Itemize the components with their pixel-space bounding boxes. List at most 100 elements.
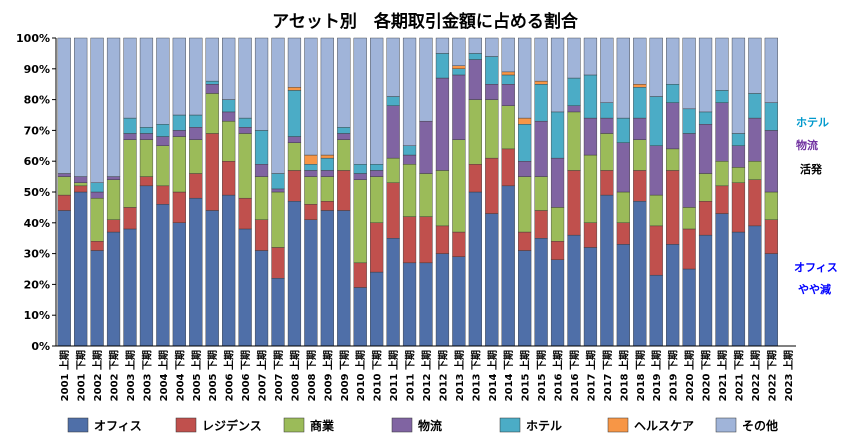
- bar-segment: [600, 102, 614, 119]
- bar-segment: [600, 117, 614, 134]
- legend-label: その他: [742, 418, 778, 433]
- y-tick-label: 90%: [24, 63, 50, 76]
- bar-segment: [666, 102, 680, 150]
- bar-segment: [386, 182, 400, 239]
- bar-segment: [550, 241, 565, 260]
- bar-segment: [666, 148, 680, 171]
- bar-segment: [370, 176, 384, 224]
- bar-segment: [419, 120, 433, 174]
- bar-segment: [764, 219, 778, 254]
- bar-segment: [583, 247, 598, 347]
- y-tick-label: 100%: [16, 32, 50, 45]
- bar-segment: [337, 210, 351, 347]
- x-tick-label: 2010 下期: [371, 350, 384, 401]
- bar-segment: [764, 253, 778, 347]
- bar-segment: [156, 124, 170, 137]
- bar-segment: [682, 207, 696, 230]
- bar-segment: [485, 56, 499, 85]
- bar-segment: [698, 234, 713, 347]
- bar-segment: [402, 154, 417, 165]
- bar-segment: [567, 105, 581, 113]
- bar-segment: [386, 105, 400, 159]
- x-tick-label: 2016 上期: [552, 350, 565, 401]
- bar-segment: [616, 117, 630, 143]
- bar-segment: [633, 83, 647, 88]
- bar-segment: [435, 53, 450, 79]
- bar-segment: [90, 182, 104, 193]
- bar-segment: [238, 37, 252, 119]
- bar-segment: [518, 231, 532, 251]
- legend-swatch: [283, 417, 305, 433]
- x-tick-label: 2012 下期: [436, 350, 449, 401]
- bar-segment: [123, 139, 137, 208]
- bar-segment: [435, 77, 450, 171]
- bars-group: [57, 37, 778, 347]
- x-tick-label: 2007 下期: [272, 350, 285, 401]
- bar-segment: [501, 71, 515, 76]
- bar-segment: [304, 164, 318, 171]
- bar-segment: [353, 179, 367, 264]
- legend-swatch: [499, 417, 521, 433]
- x-tick-label: 2003 上期: [124, 350, 137, 401]
- bar-segment: [567, 170, 581, 236]
- bar-segment: [518, 250, 532, 347]
- bar-segment: [320, 201, 334, 211]
- bar-segment: [402, 145, 417, 156]
- legend-swatch: [67, 417, 89, 433]
- x-tick-label: 2002 下期: [108, 350, 121, 401]
- bar-segment: [189, 37, 203, 116]
- bar-segment: [649, 194, 663, 227]
- bar-segment: [304, 204, 318, 220]
- bar-segment: [320, 157, 334, 171]
- bar-segment: [534, 237, 548, 347]
- bar-segment: [287, 90, 302, 137]
- bar-segment: [600, 133, 614, 171]
- bar-segment: [205, 80, 219, 85]
- legend-swatch: [391, 417, 413, 433]
- bar-segment: [501, 37, 515, 73]
- bar-segment: [304, 154, 318, 165]
- bar-segment: [748, 93, 762, 119]
- bar-segment: [304, 170, 318, 177]
- y-tick-label: 60%: [24, 155, 50, 168]
- bar-segment: [583, 37, 598, 76]
- bar-segment: [123, 117, 137, 134]
- bar-segment: [57, 176, 71, 196]
- bar-segment: [731, 167, 746, 183]
- bar-segment: [156, 185, 170, 205]
- bar-segment: [222, 111, 236, 122]
- x-tick-label: 2009 上期: [321, 350, 334, 401]
- bar-segment: [271, 188, 285, 193]
- bar-segment: [518, 37, 532, 119]
- bar-segment: [304, 219, 318, 347]
- bar-segment: [501, 148, 515, 187]
- bar-segment: [271, 191, 285, 248]
- bar-segment: [715, 37, 729, 91]
- bar-segment: [90, 37, 104, 183]
- bar-segment: [682, 228, 696, 270]
- legend: オフィス レジデンス 商業 物流 ホテル ヘルスケア その他: [67, 417, 778, 433]
- bar-segment: [501, 105, 515, 150]
- bar-segment: [649, 96, 663, 146]
- bar-segment: [172, 222, 186, 347]
- x-tick-label: 2013 下期: [469, 350, 482, 401]
- bar-segment: [337, 170, 351, 211]
- x-tick-label: 2008 上期: [288, 350, 301, 401]
- bar-segment: [518, 176, 532, 233]
- bar-segment: [139, 176, 154, 187]
- bar-segment: [238, 133, 252, 199]
- bar-segment: [518, 160, 532, 177]
- y-tick-label: 40%: [24, 217, 50, 230]
- annotation-label: オフィス: [794, 261, 838, 274]
- bar-segment: [633, 170, 647, 202]
- bar-segment: [748, 117, 762, 162]
- bar-segment: [616, 244, 630, 347]
- x-tick-label: 2019 下期: [667, 350, 680, 401]
- bar-segment: [715, 185, 729, 214]
- bar-segment: [452, 65, 466, 70]
- bar-segment: [205, 133, 219, 211]
- bar-segment: [550, 259, 565, 347]
- bar-segment: [139, 139, 154, 177]
- bar-segment: [304, 176, 318, 205]
